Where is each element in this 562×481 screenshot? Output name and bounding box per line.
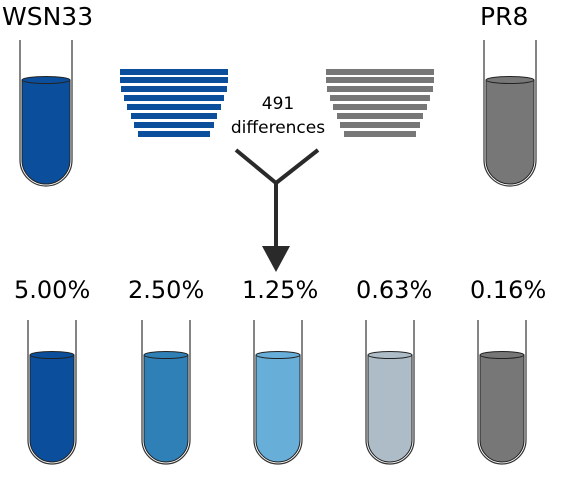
mixture-percent-2: 2.50% <box>128 276 205 304</box>
mixture-percent-3: 1.25% <box>242 276 319 304</box>
genome-segments-wsn33 <box>120 69 228 137</box>
mixture-tube-2 <box>141 320 191 465</box>
genome-segment <box>340 122 420 128</box>
mixture-percent-1: 5.00% <box>14 276 91 304</box>
strain-label-pr8: PR8 <box>480 2 529 31</box>
genome-segment <box>138 131 210 137</box>
genome-segments-pr8 <box>326 69 434 137</box>
tube-liquid-surface <box>485 76 535 84</box>
strain-label-wsn33: WSN33 <box>2 2 94 31</box>
tube-liquid <box>21 79 71 185</box>
tube-liquid-surface <box>21 76 71 84</box>
differences-count: 491 <box>261 94 295 114</box>
genome-segment <box>120 77 228 83</box>
genome-segment <box>333 104 427 110</box>
differences-annotation: 491 differences <box>218 92 338 140</box>
genome-segment <box>124 95 224 101</box>
genome-segment <box>326 69 434 75</box>
tube-liquid <box>255 354 301 463</box>
genome-segment <box>330 95 430 101</box>
mixture-percent-4: 0.63% <box>356 276 433 304</box>
tube-liquid <box>367 354 413 463</box>
tube-liquid <box>143 354 189 463</box>
mixture-tube-1 <box>27 320 77 465</box>
merge-arrow <box>234 148 320 250</box>
genome-segment <box>337 113 423 119</box>
mixture-tube-4 <box>365 320 415 465</box>
genome-segment <box>344 131 416 137</box>
genome-segment <box>326 77 434 83</box>
genome-segment <box>131 113 217 119</box>
tube-liquid <box>479 354 525 463</box>
tube-liquid-surface <box>143 351 189 359</box>
tube-liquid-surface <box>479 351 525 359</box>
genome-segment <box>120 69 228 75</box>
tube-liquid-surface <box>29 351 75 359</box>
genome-segment <box>121 86 227 92</box>
tube-liquid <box>485 79 535 185</box>
genome-segment <box>134 122 214 128</box>
tube-liquid <box>29 354 75 463</box>
mixture-tube-3 <box>253 320 303 465</box>
arrow-head <box>262 246 290 272</box>
test-tube-pr8 <box>483 40 537 187</box>
tube-liquid-surface <box>367 351 413 359</box>
test-tube-wsn33 <box>19 40 73 187</box>
differences-label: differences <box>230 118 326 138</box>
mixture-percent-5: 0.16% <box>470 276 547 304</box>
tube-liquid-surface <box>255 351 301 359</box>
genome-segment <box>127 104 221 110</box>
mixture-tube-5 <box>477 320 527 465</box>
genome-segment <box>327 86 433 92</box>
